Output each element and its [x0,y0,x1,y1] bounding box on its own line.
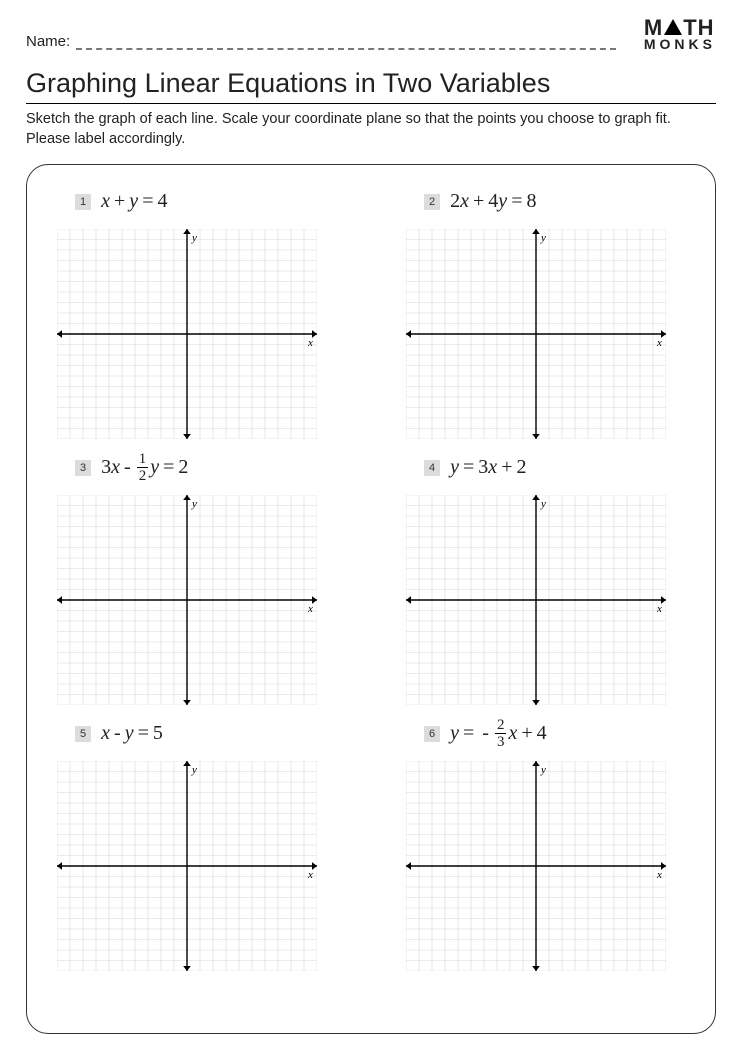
problem-number-badge: 1 [75,194,91,210]
svg-text:x: x [656,869,662,881]
page-title: Graphing Linear Equations in Two Variabl… [26,68,716,104]
equation-row: 6 y=-23x+4 [424,717,685,751]
name-field: Name: [26,33,644,50]
equation: y=3x+2 [450,456,526,479]
problem-5: 5 x-y=5 xy [57,717,336,971]
problems-grid: 1 x+y=4 xy 2 2x+4y=8 xy 3 3x-12y=2 xy 4 … [57,185,685,971]
equation-row: 2 2x+4y=8 [424,185,685,219]
problem-number-badge: 6 [424,726,440,742]
coordinate-grid: xy [406,761,666,971]
logo-subtext: MONKS [644,38,716,51]
equation: y=-23x+4 [450,718,547,750]
worksheet-panel: 1 x+y=4 xy 2 2x+4y=8 xy 3 3x-12y=2 xy 4 … [26,164,716,1034]
equation-row: 4 y=3x+2 [424,451,685,485]
equation: 2x+4y=8 [450,190,536,213]
problem-number-badge: 5 [75,726,91,742]
header: Name: MTH MONKS [26,18,716,50]
instructions: Sketch the graph of each line. Scale you… [26,110,716,149]
equation: x-y=5 [101,722,163,745]
problem-1: 1 x+y=4 xy [57,185,336,439]
svg-text:y: y [191,764,197,776]
coordinate-grid: xy [57,229,317,439]
problem-3: 3 3x-12y=2 xy [57,451,336,705]
equation: x+y=4 [101,190,167,213]
logo-triangle-icon [664,19,682,35]
coordinate-grid: xy [406,495,666,705]
svg-text:y: y [540,764,546,776]
coordinate-grid: xy [406,229,666,439]
svg-text:x: x [307,603,313,615]
coordinate-grid: xy [57,761,317,971]
coordinate-grid: xy [57,495,317,705]
equation: 3x-12y=2 [101,452,188,484]
problem-number-badge: 3 [75,460,91,476]
name-input-line[interactable] [76,36,616,50]
svg-text:y: y [540,498,546,510]
svg-text:y: y [191,498,197,510]
name-label: Name: [26,33,70,50]
svg-text:x: x [307,337,313,349]
svg-text:x: x [656,603,662,615]
svg-text:y: y [540,232,546,244]
problem-4: 4 y=3x+2 xy [406,451,685,705]
problem-6: 6 y=-23x+4 xy [406,717,685,971]
svg-text:x: x [656,337,662,349]
problem-number-badge: 4 [424,460,440,476]
equation-row: 1 x+y=4 [75,185,336,219]
logo: MTH MONKS [644,18,716,50]
problem-number-badge: 2 [424,194,440,210]
equation-row: 5 x-y=5 [75,717,336,751]
equation-row: 3 3x-12y=2 [75,451,336,485]
svg-text:x: x [307,869,313,881]
svg-text:y: y [191,232,197,244]
problem-2: 2 2x+4y=8 xy [406,185,685,439]
